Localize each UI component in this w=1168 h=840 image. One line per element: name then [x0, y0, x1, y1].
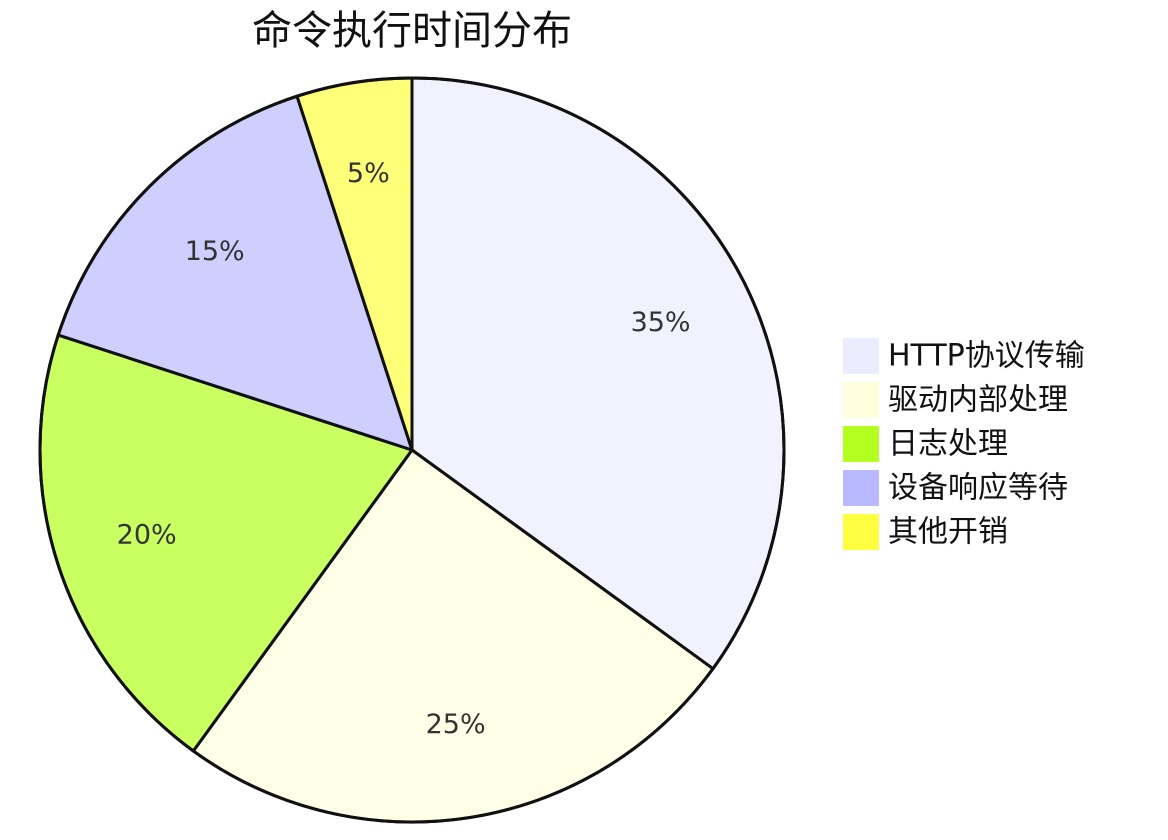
- chart-title: 命令执行时间分布: [252, 8, 572, 54]
- data-label: 15%: [185, 236, 245, 267]
- pie-outline: [38, 76, 786, 824]
- legend-label: HTTP协议传输: [888, 339, 1085, 374]
- legend-label: 日志处理: [888, 427, 1008, 462]
- legend-swatch: [843, 514, 879, 550]
- legend-label: 设备响应等待: [888, 471, 1068, 506]
- data-label: 5%: [347, 158, 390, 189]
- legend-label: 其他开销: [888, 515, 1008, 550]
- data-label: 25%: [426, 709, 486, 740]
- legend-swatch: [843, 382, 879, 418]
- legend-swatch: [843, 470, 879, 506]
- legend-label: 驱动内部处理: [888, 383, 1068, 418]
- legend-swatch: [843, 338, 879, 374]
- data-label: 20%: [117, 520, 177, 551]
- data-label: 35%: [631, 307, 691, 338]
- legend-swatch: [843, 426, 879, 462]
